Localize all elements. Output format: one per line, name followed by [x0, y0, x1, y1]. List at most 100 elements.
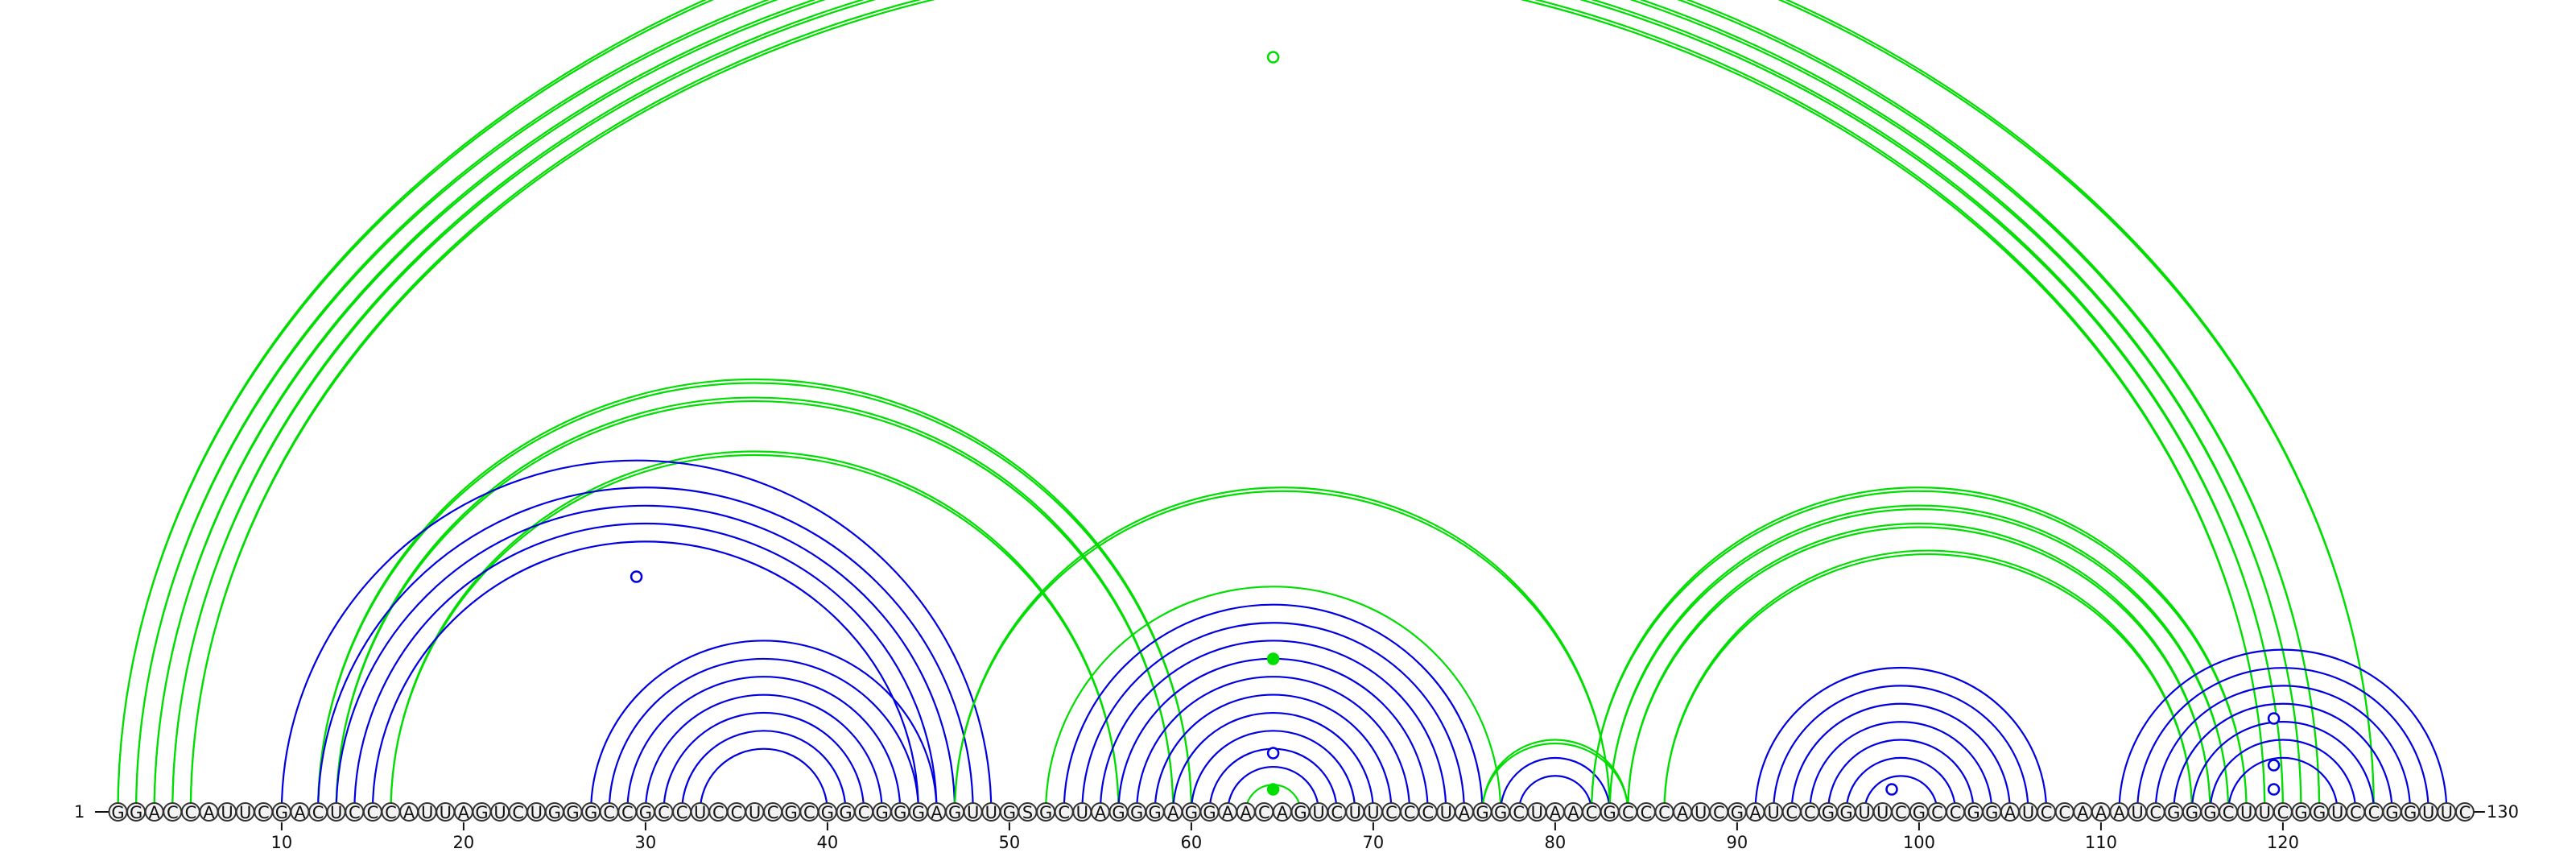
nucleotide-letter: C — [349, 803, 361, 822]
arc-marker-8 — [2268, 785, 2279, 795]
nucleotide-47: G — [946, 803, 964, 822]
nucleotide-63: A — [1237, 803, 1255, 822]
arc-marker-7 — [2268, 760, 2279, 771]
nucleotide-112: U — [2128, 803, 2146, 822]
nucleotide-109: A — [2074, 803, 2091, 822]
nucleotide-49: U — [982, 803, 1000, 822]
nucleotide-15: C — [364, 803, 382, 822]
nucleotide-100: G — [1910, 803, 1928, 822]
nucleotide-letter: U — [2422, 803, 2434, 822]
nucleotide-letter: A — [458, 803, 470, 822]
nucleotide-56: G — [1110, 803, 1128, 822]
arc-marker-3 — [1268, 748, 1278, 759]
tick-label-110: 110 — [2085, 833, 2117, 852]
nucleotide-115: G — [2183, 803, 2201, 822]
nucleotide-letter: G — [1112, 803, 1125, 822]
nucleotide-36: U — [746, 803, 764, 822]
nucleotide-letter: C — [2277, 803, 2289, 822]
nucleotide-letter: C — [1658, 803, 1670, 822]
nucleotide-letter: G — [584, 803, 597, 822]
nucleotide-128: U — [2420, 803, 2438, 822]
nucleotide-letter: A — [1567, 803, 1579, 822]
nucleotide-letter: G — [475, 803, 488, 822]
nucleotide-letter: A — [1241, 803, 1253, 822]
nucleotide-12: C — [309, 803, 327, 822]
nucleotide-letter: C — [731, 803, 743, 822]
base-pair-arcs — [118, 0, 2447, 812]
nucleotide-120: C — [2274, 803, 2292, 822]
nucleotide-letter: C — [258, 803, 270, 822]
tick-label-30: 30 — [635, 833, 657, 852]
arc-marker-6 — [2268, 714, 2279, 724]
nucleotide-letter: U — [1312, 803, 1324, 822]
nucleotide-40: G — [819, 803, 836, 822]
nucleotide-103: G — [1965, 803, 1983, 822]
arc-green-47-83-inner — [955, 491, 1610, 812]
nucleotide-letter: C — [2041, 803, 2053, 822]
nucleotide-81: A — [1565, 803, 1583, 822]
nucleotide-letter: U — [1440, 803, 1452, 822]
arc-green-1-125 — [118, 0, 2374, 812]
nucleotide-letter: C — [167, 803, 179, 822]
nucleotide-84: C — [1619, 803, 1637, 822]
nucleotide-letter: C — [1895, 803, 1907, 822]
nucleotide-104: G — [1983, 803, 2000, 822]
nucleotide-77: G — [1492, 803, 1509, 822]
nucleotide-letter: A — [1277, 803, 1289, 822]
nucleotide-23: C — [510, 803, 527, 822]
nucleotide-24: U — [527, 803, 545, 822]
nucleotide-105: A — [2001, 803, 2019, 822]
nucleotide-letter: A — [1550, 803, 1562, 822]
nucleotide-letter: C — [858, 803, 870, 822]
nucleotide-letter: C — [312, 803, 324, 822]
arc-green-5-119 — [191, 0, 2264, 812]
arc-green-47-83 — [955, 487, 1610, 812]
nucleotide-6: A — [200, 803, 218, 822]
nucleotide-letter: G — [1203, 803, 1216, 822]
nucleotide-101: C — [1929, 803, 1946, 822]
nucleotide-45: G — [910, 803, 927, 822]
nucleotide-letter: U — [1876, 803, 1889, 822]
nucleotide-letter: U — [2131, 803, 2143, 822]
nucleotide-letter: G — [2294, 803, 2307, 822]
nucleotide-13: U — [328, 803, 345, 822]
nucleotide-letter: C — [2368, 803, 2380, 822]
nucleotide-10: G — [273, 803, 291, 822]
nucleotide-letter: C — [512, 803, 524, 822]
start-index-label: 1 — [74, 802, 85, 822]
nucleotide-letter: A — [294, 803, 306, 822]
nucleotide-letter: G — [1476, 803, 1488, 822]
nucleotide-35: C — [728, 803, 745, 822]
nucleotide-letter: C — [2223, 803, 2235, 822]
arc-blue-60-69 — [1191, 731, 1355, 812]
nucleotide-16: C — [382, 803, 400, 822]
nucleotide-letter: G — [2186, 803, 2198, 822]
nucleotide-letter: U — [221, 803, 233, 822]
nucleotide-letter: U — [2441, 803, 2453, 822]
nucleotide-126: G — [2384, 803, 2401, 822]
nucleotide-108: C — [2056, 803, 2074, 822]
nucleotide-94: C — [1801, 803, 1818, 822]
arc-marker-4 — [1268, 785, 1278, 795]
nucleotide-letter: A — [149, 803, 161, 822]
arc-blue-10-49 — [282, 461, 991, 812]
nucleotide-letter: G — [1003, 803, 1016, 822]
nucleotide-37: C — [764, 803, 782, 822]
nucleotide-34: C — [709, 803, 727, 822]
tick-label-20: 20 — [453, 833, 475, 852]
nucleotide-letter: A — [1459, 803, 1471, 822]
nucleotide-letter: A — [2077, 803, 2089, 822]
nucleotide-18: U — [419, 803, 436, 822]
nucleotide-letter: A — [1167, 803, 1179, 822]
nucleotide-letter: G — [1604, 803, 1616, 822]
nucleotide-letter: G — [275, 803, 288, 822]
tick-label-50: 50 — [999, 833, 1021, 852]
nucleotide-17: A — [400, 803, 418, 822]
arc-green-12-60 — [318, 379, 1191, 812]
arc-green-4-120 — [172, 0, 2283, 812]
nucleotide-21: G — [473, 803, 491, 822]
nucleotide-123: U — [2329, 803, 2347, 822]
nucleotide-letter: G — [2385, 803, 2398, 822]
nucleotide-86: C — [1656, 803, 1674, 822]
nucleotide-letter: U — [1076, 803, 1088, 822]
